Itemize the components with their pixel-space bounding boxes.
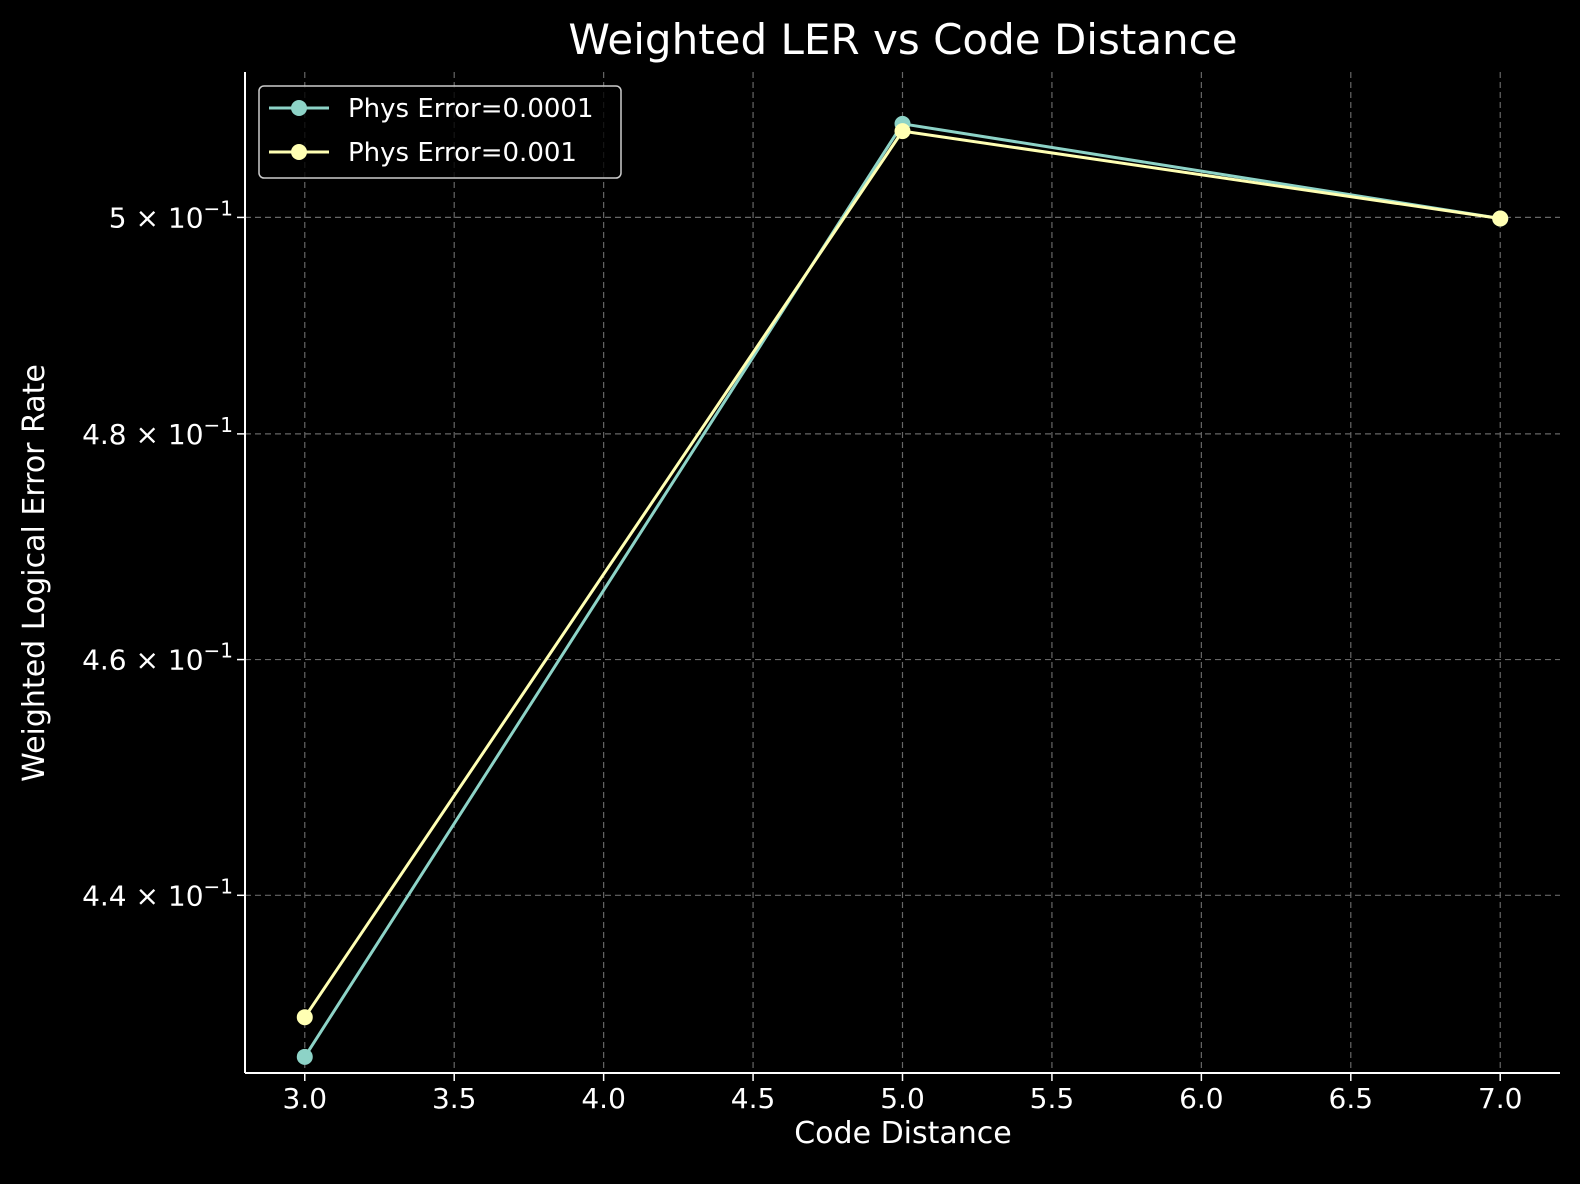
y-axis-ticks: 4.4 × 10−1 4.6 × 10−1 4.8 × 10−1 5 × 10−1	[82, 196, 245, 912]
x-tick-label: 4.5	[731, 1082, 776, 1115]
x-tick-label: 3.5	[432, 1082, 477, 1115]
series-lines	[296, 115, 1509, 1065]
y-tick-label: 5 × 10−1	[109, 196, 233, 234]
legend-entry-label: Phys Error=0.0001	[348, 94, 594, 124]
data-point	[894, 123, 911, 140]
x-tick-label: 7.0	[1478, 1082, 1523, 1115]
legend-entry-label: Phys Error=0.001	[348, 138, 577, 168]
series-2	[296, 123, 1509, 1026]
x-tick-label: 5.5	[1030, 1082, 1075, 1115]
data-point	[1492, 210, 1509, 227]
x-tick-label: 3.0	[283, 1082, 328, 1115]
x-tick-label: 6.5	[1329, 1082, 1374, 1115]
legend-swatch-marker	[291, 144, 307, 160]
legend-box	[258, 85, 622, 179]
legend-swatch-marker	[291, 100, 307, 116]
chart-title: Weighted LER vs Code Distance	[568, 15, 1237, 64]
grid	[245, 72, 1560, 1073]
data-point	[296, 1048, 313, 1065]
y-tick-label: 4.4 × 10−1	[82, 874, 233, 912]
x-tick-label: 6.0	[1179, 1082, 1224, 1115]
x-tick-label: 5.0	[880, 1082, 925, 1115]
data-point	[296, 1009, 313, 1026]
y-tick-label: 4.8 × 10−1	[82, 413, 233, 451]
x-axis-ticks: 3.0 3.5 4.0 4.5 5.0 5.5 6.0 6.5 7.0	[283, 1073, 1523, 1115]
y-axis-label: Weighted Logical Error Rate	[17, 364, 52, 782]
x-tick-label: 4.0	[581, 1082, 626, 1115]
y-tick-label: 4.6 × 10−1	[82, 639, 233, 677]
legend: Phys Error=0.0001 Phys Error=0.001	[258, 85, 622, 179]
x-axis-label: Code Distance	[794, 1116, 1012, 1151]
